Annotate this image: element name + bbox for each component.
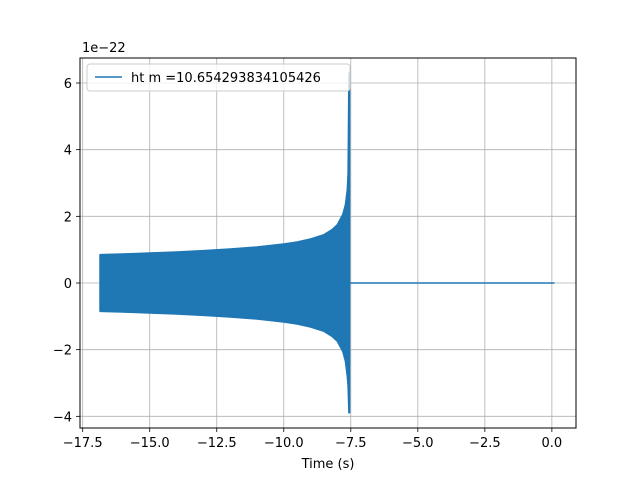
x-tick-label: −12.5 [197,436,237,451]
y-tick-label: 4 [64,144,72,159]
x-axis-label: Time (s) [301,457,355,472]
legend-label: ht m =10.654293834105426 [131,71,321,86]
plot-frame [79,57,577,429]
x-tick-label: −2.5 [469,436,501,451]
series-waveform [99,72,555,414]
y-tick-label: −2 [53,344,72,359]
legend-box [86,63,351,92]
x-tick-label: −15.0 [130,436,170,451]
y-tick-label: −4 [53,410,72,425]
x-tick-label: 0.0 [542,436,563,451]
y-offset-label: 1e−22 [82,41,126,56]
x-tick-label: −10.0 [264,436,304,451]
legend: ht m =10.654293834105426 [86,63,351,92]
x-tick-label: −7.5 [335,436,367,451]
series-layer [99,72,555,414]
y-tick-label: 0 [64,277,72,292]
x-tick-label: −5.0 [402,436,434,451]
y-tick-label: 2 [64,210,72,225]
y-tick-label: 6 [64,77,72,92]
x-tick-label: −17.5 [63,436,103,451]
ticks: −17.5 −15.0 −12.5 −10.0 −7.5 −5.0 −2.5 0.0 −4 −2 0… [53,77,562,451]
